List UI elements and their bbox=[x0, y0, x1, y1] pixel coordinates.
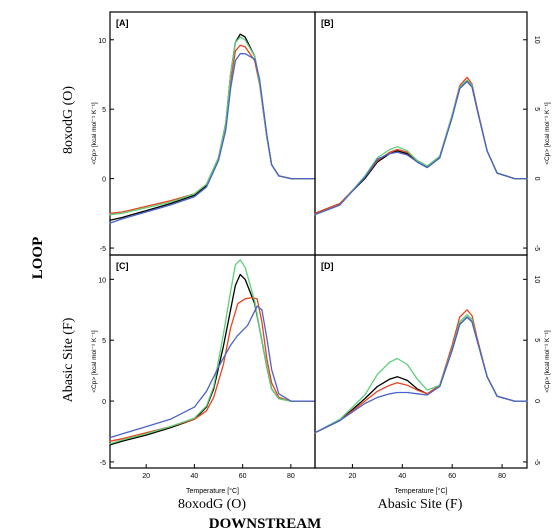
y-tick-label: 5 bbox=[102, 338, 106, 345]
y-tick-label: -5 bbox=[533, 245, 540, 251]
series-line-blue bbox=[314, 80, 528, 216]
y-tick-label: 10 bbox=[533, 275, 540, 283]
y-axis-label: <Cp> [kcal mol⁻¹ K⁻¹] bbox=[91, 102, 98, 165]
y-tick-label: 0 bbox=[533, 399, 540, 403]
panel-label: [D] bbox=[321, 261, 334, 271]
row-group-label: LOOP bbox=[30, 237, 46, 280]
panel-grid: [A] -5 0 5 10 <Cp> [kcal mol⁻¹ K⁻¹] [B] -5 0 5 10 <… bbox=[91, 11, 551, 495]
y-axis-label: <Cp> [kcal mol⁻¹ K⁻¹] bbox=[544, 102, 551, 165]
y-tick-label: 0 bbox=[533, 177, 540, 181]
y-tick-label: -5 bbox=[100, 460, 106, 467]
x-tick-label: 80 bbox=[287, 473, 295, 480]
y-tick-label: 0 bbox=[102, 177, 106, 184]
x-tick-label: 80 bbox=[498, 473, 506, 480]
column-group-label: DOWNSTREAM bbox=[209, 516, 322, 531]
row-label-bottom: Abasic Site (F) bbox=[61, 317, 76, 402]
panel-label: [C] bbox=[116, 261, 129, 271]
panel-label: [B] bbox=[321, 18, 334, 28]
series-line-blue bbox=[109, 305, 316, 439]
row-label-top: 8oxodG (O) bbox=[61, 86, 76, 154]
x-tick-label: 60 bbox=[239, 473, 247, 480]
x-tick-label: 40 bbox=[398, 473, 406, 480]
panel-4: [D] -5 0 5 10 20 40 60 80 Temperature [°C] <Cp> [k… bbox=[314, 254, 551, 495]
panel-frame bbox=[314, 254, 528, 469]
y-tick-label: -5 bbox=[100, 246, 106, 253]
x-tick-label: 60 bbox=[448, 473, 456, 480]
x-tick-label: 20 bbox=[349, 473, 357, 480]
x-axis-label: Temperature [°C] bbox=[186, 487, 239, 495]
y-tick-label: -5 bbox=[533, 459, 540, 465]
series-line-blue bbox=[314, 316, 528, 434]
column-label-left: 8oxodG (O) bbox=[178, 497, 246, 512]
y-axis-label: <Cp> [kcal mol⁻¹ K⁻¹] bbox=[544, 330, 551, 393]
x-tick-label: 20 bbox=[142, 473, 150, 480]
y-tick-label: 5 bbox=[533, 338, 540, 342]
y-axis-label: <Cp> [kcal mol⁻¹ K⁻¹] bbox=[91, 330, 98, 393]
column-label-right: Abasic Site (F) bbox=[378, 497, 463, 512]
panel-label: [A] bbox=[116, 18, 129, 28]
series-line-green bbox=[109, 259, 316, 445]
x-axis-label: Temperature [°C] bbox=[395, 487, 448, 495]
x-tick-label: 40 bbox=[191, 473, 199, 480]
y-tick-label: 10 bbox=[533, 36, 540, 44]
y-tick-label: 5 bbox=[533, 107, 540, 111]
y-tick-label: 5 bbox=[102, 107, 106, 114]
y-tick-label: 0 bbox=[102, 399, 106, 406]
y-tick-label: 10 bbox=[98, 38, 106, 45]
series-line-blue bbox=[109, 53, 316, 224]
y-tick-label: 10 bbox=[98, 277, 106, 284]
